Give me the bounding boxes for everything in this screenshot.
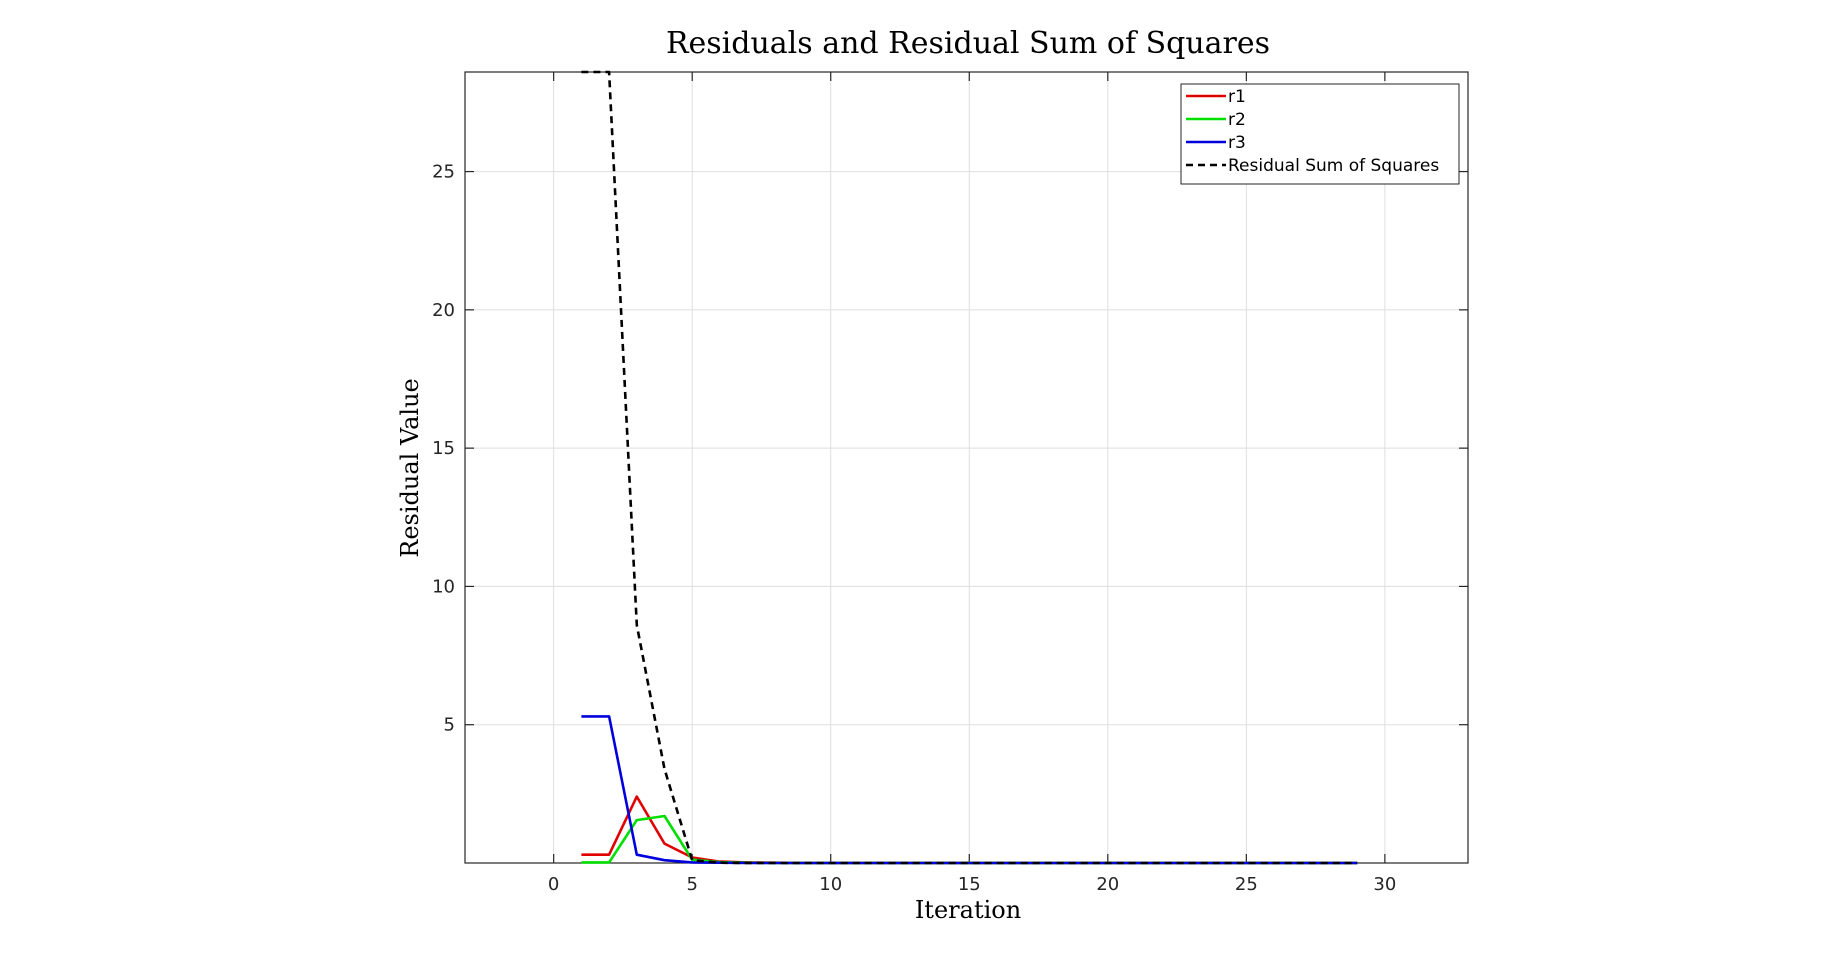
y-tick-label: 15 [432, 438, 455, 459]
y-tick-label: 5 [444, 715, 455, 736]
y-tick-label: 20 [432, 300, 455, 321]
legend-label: r1 [1228, 87, 1246, 107]
x-tick-label: 25 [1235, 874, 1258, 895]
y-tick-label: 10 [432, 576, 455, 597]
x-tick-label: 30 [1373, 874, 1396, 895]
series-line-residual-sum-of-squares [581, 70, 1358, 865]
x-tick-label: 20 [1096, 874, 1119, 895]
y-axis-label: Residual Value [396, 378, 424, 557]
x-tick-label: 15 [958, 874, 981, 895]
x-tick-label: 0 [548, 874, 559, 895]
chart-title: Residuals and Residual Sum of Squares [666, 26, 1270, 61]
x-axis-label: Iteration [915, 896, 1021, 924]
legend-box [1180, 83, 1460, 185]
legend-label: r2 [1228, 110, 1246, 130]
legend-label: Residual Sum of Squares [1228, 156, 1439, 176]
grid [465, 72, 1468, 863]
axis-ticks [465, 72, 1468, 863]
tick-labels: 0 5 10 15 20 25 30 5 10 15 20 25 [432, 162, 1396, 895]
x-tick-label: 5 [686, 874, 697, 895]
x-tick-label: 10 [819, 874, 842, 895]
series-layer [581, 70, 1358, 865]
y-tick-label: 25 [432, 162, 455, 183]
legend-label: r3 [1228, 133, 1246, 153]
legend: r1 r2 r3 Residual Sum of Squares [1180, 83, 1460, 185]
